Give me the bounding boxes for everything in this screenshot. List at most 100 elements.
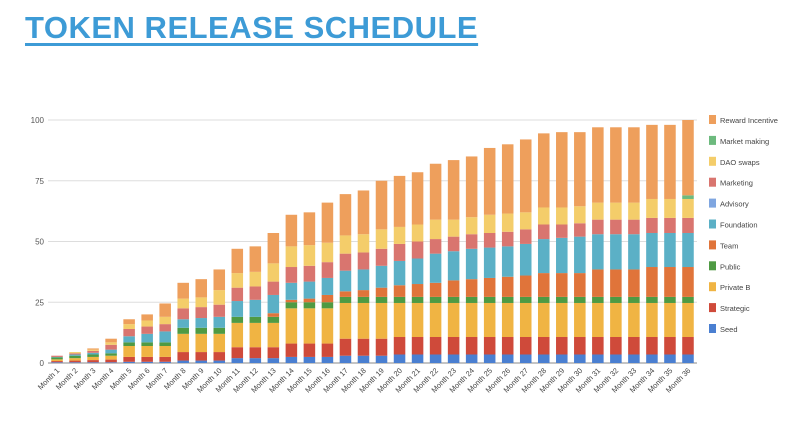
legend-swatch bbox=[709, 240, 716, 250]
bar-segment-strategic bbox=[249, 347, 262, 359]
bar-segment-public bbox=[556, 296, 568, 303]
gridlines: 0 25 50 75 100 bbox=[31, 116, 697, 368]
bar-segment-marketing bbox=[87, 350, 99, 353]
legend-label: DAO swaps bbox=[720, 158, 760, 167]
bar-segment-private-b bbox=[249, 322, 262, 348]
bar-segment-private-b bbox=[682, 302, 694, 337]
bar-segment-strategic bbox=[195, 352, 208, 361]
bar-segment-reward-incentive bbox=[447, 160, 460, 220]
bar-segment-foundation bbox=[664, 232, 676, 268]
bar-segment-marketing bbox=[159, 324, 171, 332]
bar-segment-foundation bbox=[574, 236, 586, 274]
bar-segment-private-b bbox=[159, 345, 171, 357]
bar-segment-marketing bbox=[141, 326, 153, 334]
bar-segment-market-making bbox=[682, 195, 694, 199]
bar-segment-private-b bbox=[628, 302, 640, 337]
legend-label: Private B bbox=[720, 283, 750, 292]
bar-segment-foundation bbox=[339, 270, 352, 292]
legend-label: Reward Incentive bbox=[720, 116, 778, 125]
bar-segment-private-b bbox=[231, 322, 244, 348]
bar-segment-dao-swaps bbox=[357, 234, 370, 253]
bar-segment-reward-incentive bbox=[285, 214, 298, 247]
bar-segment-reward-incentive bbox=[213, 269, 226, 291]
bar-segment-private-b bbox=[556, 302, 568, 337]
bar-segment-private-b bbox=[375, 302, 388, 339]
bar-segment-team bbox=[628, 269, 640, 297]
bar-segment-seed bbox=[285, 356, 298, 363]
legend-label: Advisory bbox=[720, 200, 749, 209]
bar-segment-foundation bbox=[249, 299, 262, 317]
bar-segment-public bbox=[628, 296, 640, 303]
bar-segment-public bbox=[682, 296, 694, 303]
bar-segment-strategic bbox=[411, 336, 424, 355]
bar-segment-marketing bbox=[646, 217, 658, 233]
bar-segment-marketing bbox=[483, 232, 496, 248]
bar-segment-team bbox=[646, 267, 658, 297]
bar-segment-public bbox=[393, 296, 406, 303]
bar-segment-marketing bbox=[610, 219, 622, 235]
bar-segment-strategic bbox=[393, 336, 406, 355]
y-tick-label: 75 bbox=[35, 177, 44, 186]
bar-segment-reward-incentive bbox=[610, 127, 622, 203]
bar-segment-strategic bbox=[465, 336, 478, 355]
bar-segment-marketing bbox=[231, 287, 244, 302]
bar-segment-marketing bbox=[249, 286, 262, 300]
bar-segment-public bbox=[339, 296, 352, 303]
bar-segment-private-b bbox=[69, 358, 81, 361]
bar-segment-seed bbox=[321, 356, 334, 363]
legend-swatch bbox=[709, 282, 716, 292]
bar-segment-private-b bbox=[285, 308, 298, 344]
bar-segment-strategic bbox=[664, 336, 676, 355]
bar-segment-seed bbox=[519, 354, 532, 363]
bar-segment-marketing bbox=[592, 219, 604, 235]
bar-segment-reward-incentive bbox=[357, 190, 370, 235]
bar-segment-strategic bbox=[556, 336, 568, 355]
bar-segment-team bbox=[519, 275, 532, 297]
bar-segment-team bbox=[537, 273, 550, 297]
bar-segment-public bbox=[249, 316, 262, 323]
bar-segment-dao-swaps bbox=[141, 320, 153, 327]
bar-segment-dao-swaps bbox=[574, 206, 586, 224]
bar-segment-foundation bbox=[537, 239, 550, 274]
bar-segment-dao-swaps bbox=[447, 219, 460, 237]
bar-segment-strategic bbox=[303, 343, 316, 357]
bar-segment-marketing bbox=[501, 231, 514, 247]
bar-segment-reward-incentive bbox=[411, 172, 424, 225]
bar-segment-private-b bbox=[592, 302, 604, 337]
bar-segment-foundation bbox=[519, 243, 532, 276]
bar-segment-marketing bbox=[393, 243, 406, 261]
bar-segment-private-b bbox=[267, 322, 280, 348]
bar-segment-public bbox=[574, 296, 586, 303]
bar-segment-foundation bbox=[87, 352, 99, 355]
bar-segment-seed bbox=[447, 354, 460, 363]
bar-segment-foundation bbox=[375, 265, 388, 288]
bar-segment-public bbox=[501, 296, 514, 303]
legend: Reward Incentive Market making DAO swaps Ma… bbox=[709, 115, 778, 334]
bar-segment-reward-incentive bbox=[141, 314, 153, 321]
bar-segment-dao-swaps bbox=[483, 214, 496, 233]
bar-segment-team bbox=[267, 313, 280, 317]
bar-segment-public bbox=[159, 342, 171, 346]
bar-segment-public bbox=[195, 327, 208, 334]
bar-segment-private-b bbox=[105, 355, 117, 360]
legend-swatch bbox=[709, 261, 716, 271]
bar-segment-private-b bbox=[303, 308, 316, 344]
bar-segment-dao-swaps bbox=[249, 271, 262, 287]
bar-segment-strategic bbox=[213, 352, 226, 361]
bar-segment-strategic bbox=[357, 338, 370, 356]
y-tick-label: 0 bbox=[40, 359, 45, 368]
bar-segment-reward-incentive bbox=[195, 279, 208, 298]
legend-swatch bbox=[709, 115, 716, 124]
bar-segment-public bbox=[411, 296, 424, 303]
bar-segment-foundation bbox=[105, 349, 117, 354]
bar-segment-team bbox=[610, 269, 622, 297]
bar-segment-strategic bbox=[447, 336, 460, 355]
bar-segment-strategic bbox=[628, 336, 640, 355]
legend-swatch bbox=[709, 135, 716, 145]
bar-segment-reward-incentive bbox=[592, 127, 604, 203]
bar-segment-team bbox=[592, 269, 604, 297]
legend-swatch bbox=[709, 177, 716, 187]
legend-label: Market making bbox=[720, 137, 769, 146]
legend-label: Team bbox=[720, 241, 738, 250]
bar-segment-public bbox=[375, 296, 388, 303]
